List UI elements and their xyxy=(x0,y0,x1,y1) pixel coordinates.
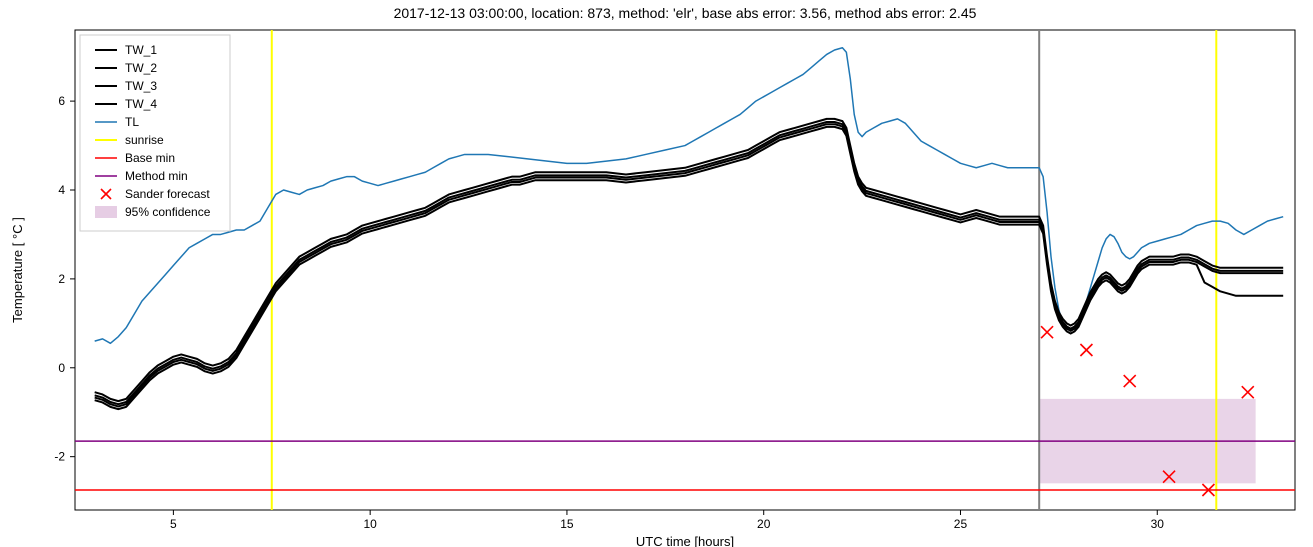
chart-svg: 5 10 15 20 25 30 -2 0 2 4 6 UTC time [hours] Tempera… xyxy=(0,0,1313,547)
xtick-label: 30 xyxy=(1151,517,1165,531)
legend-label: TW_4 xyxy=(125,97,157,111)
legend-label: TW_1 xyxy=(125,43,157,57)
series-tl xyxy=(95,48,1284,344)
series-tw-1 xyxy=(95,119,1284,401)
legend-label: sunrise xyxy=(125,133,164,147)
legend-label: TW_2 xyxy=(125,61,157,75)
ytick-label: 0 xyxy=(58,361,65,375)
ytick-label: 4 xyxy=(58,183,65,197)
legend-swatch xyxy=(95,206,117,218)
series-tw-2 xyxy=(95,122,1284,404)
chart-title: 2017-12-13 03:00:00, location: 873, meth… xyxy=(394,5,977,21)
ytick-label: -2 xyxy=(54,450,65,464)
xtick-label: 10 xyxy=(363,517,377,531)
xtick-label: 25 xyxy=(954,517,968,531)
xtick-label: 5 xyxy=(170,517,177,531)
xtick-label: 15 xyxy=(560,517,574,531)
chart-container: 5 10 15 20 25 30 -2 0 2 4 6 UTC time [hours] Tempera… xyxy=(0,0,1313,547)
legend-label: Sander forecast xyxy=(125,187,210,201)
xtick-label: 20 xyxy=(757,517,771,531)
legend-label: TL xyxy=(125,115,139,129)
legend-label: 95% confidence xyxy=(125,205,211,219)
ytick-label: 6 xyxy=(58,94,65,108)
x-axis-label: UTC time [hours] xyxy=(636,534,734,547)
y-axis-label: Temperature [ °C ] xyxy=(10,217,25,323)
legend-label: Method min xyxy=(125,169,188,183)
legend-label: TW_3 xyxy=(125,79,157,93)
legend-label: Base min xyxy=(125,151,175,165)
ytick-label: 2 xyxy=(58,272,65,286)
